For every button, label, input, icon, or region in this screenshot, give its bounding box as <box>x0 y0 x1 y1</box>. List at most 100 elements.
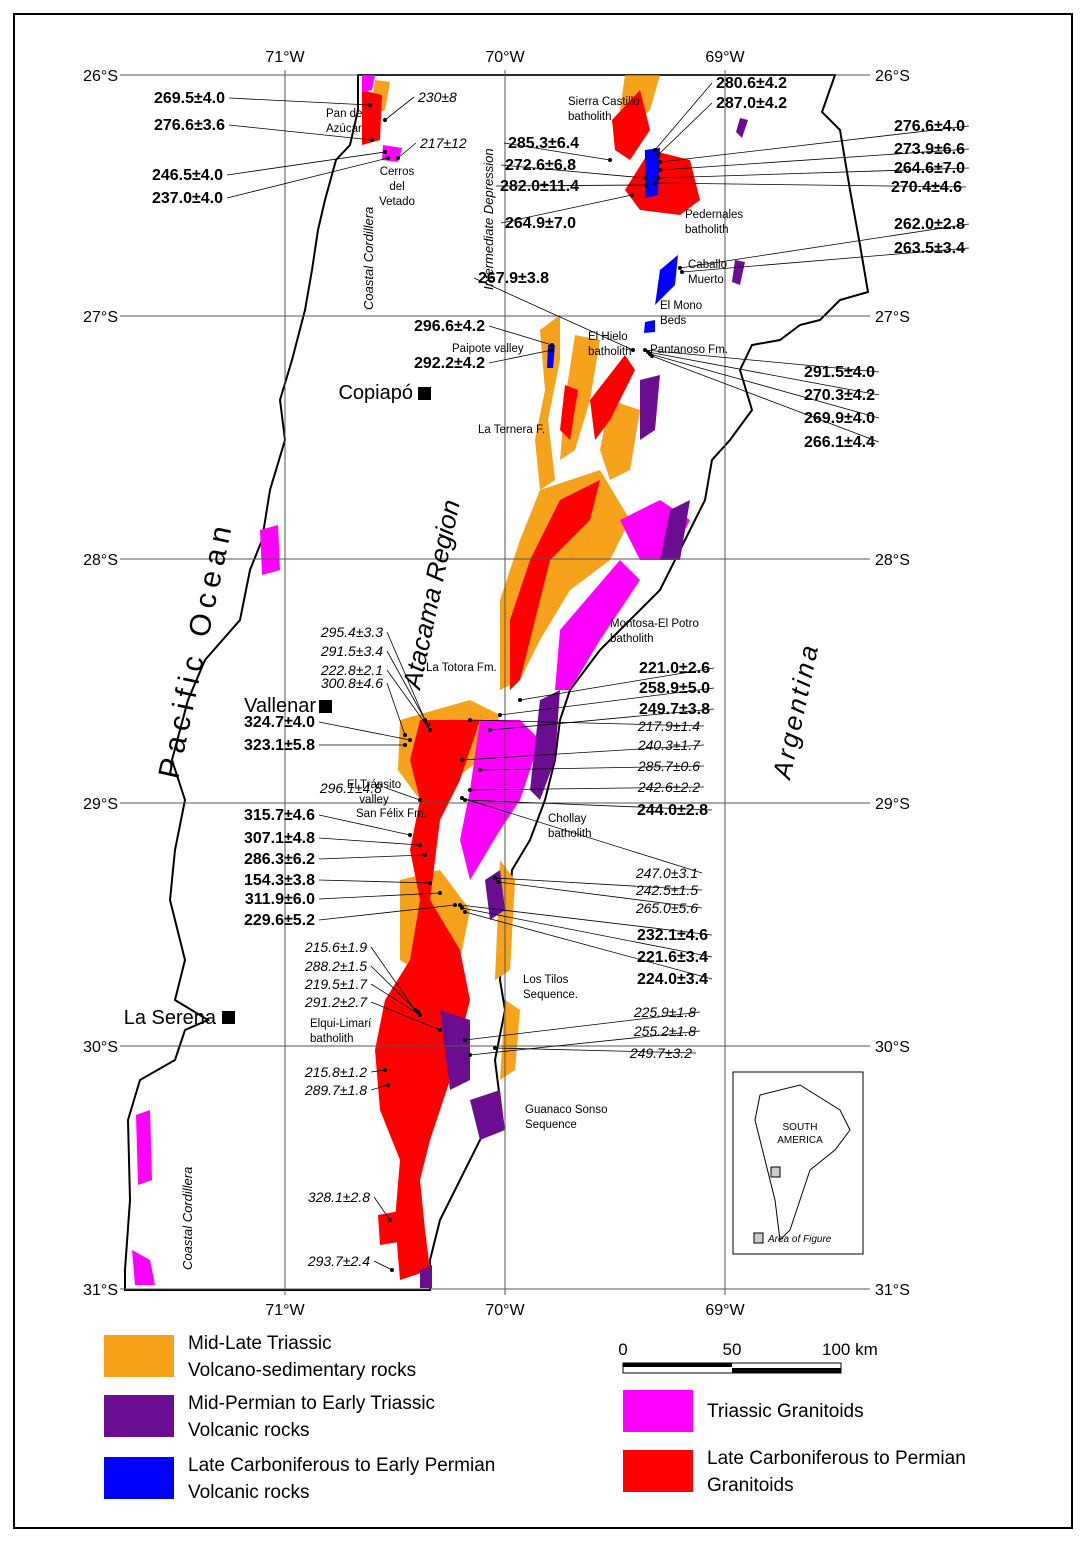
sample-point <box>644 183 648 187</box>
sample-point <box>468 718 472 722</box>
sample-point <box>453 903 457 907</box>
legend-label: Volcano-sedimentary rocks <box>188 1360 416 1381</box>
leader-line <box>503 142 611 161</box>
latitude-label: 29°S <box>875 796 910 813</box>
age-label: 229.6±5.2 <box>244 912 315 929</box>
legend-label: Mid-Late Triassic <box>188 1333 332 1354</box>
legend-swatch <box>104 1457 174 1499</box>
age-label: 276.6±3.6 <box>154 117 225 134</box>
feature-label: Pan de <box>326 108 362 120</box>
sample-point <box>408 833 412 837</box>
leader-line <box>659 125 970 163</box>
continent-outline <box>754 1084 851 1242</box>
age-label: 311.9±6.0 <box>245 891 315 908</box>
leader-line <box>386 631 426 721</box>
age-label: 272.6±6.8 <box>505 157 576 174</box>
sample-point <box>658 160 662 164</box>
leader-line <box>681 247 970 273</box>
feature-label: Guanaco Sonso <box>525 1104 607 1116</box>
leader-line <box>373 1196 391 1221</box>
legend-swatch <box>623 1390 693 1432</box>
age-label: 323.1±5.8 <box>244 737 315 754</box>
age-label: 242.6±2.2 <box>637 779 700 795</box>
town-label: Copiapó <box>338 382 413 404</box>
age-label: 328.1±2.8 <box>308 1189 370 1205</box>
feature-label: batholith <box>685 224 728 236</box>
age-label: 240.3±1.7 <box>637 737 701 753</box>
sample-point <box>418 843 422 847</box>
sample-point <box>460 796 464 800</box>
scale-bar: 0 50 100 km <box>618 1340 878 1374</box>
leader-line <box>488 349 553 364</box>
leader-line <box>228 97 371 106</box>
legend-label: Triassic Granitoids <box>707 1401 864 1422</box>
latitude-label: 30°S <box>83 1039 118 1056</box>
age-label: 244.0±2.8 <box>637 802 708 819</box>
leader-line <box>495 184 647 187</box>
feature-label: Sequence. <box>523 989 578 1001</box>
age-label: 221.6±3.4 <box>637 949 708 966</box>
age-label: 225.9±1.8 <box>633 1004 696 1020</box>
feature-label: Pedernales <box>685 209 743 221</box>
age-label: 270.3±4.2 <box>804 387 875 404</box>
sample-point <box>403 733 407 737</box>
legend-swatch <box>753 1232 764 1244</box>
age-label: 291.5±4.0 <box>804 364 875 381</box>
labels: Copiapó Vallenar La Serena Pan de Azúcar Cerr… <box>124 75 970 1272</box>
region-label: Coastal Cordillera <box>180 1167 195 1270</box>
age-label: 264.9±7.0 <box>505 215 576 232</box>
sample-point <box>498 713 502 717</box>
leader-line <box>464 1011 701 1041</box>
latitude-label: 29°S <box>83 796 118 813</box>
age-label: 270.4±4.6 <box>891 179 962 196</box>
feature-label: El Hielo <box>588 331 628 343</box>
leader-line <box>654 182 967 188</box>
sample-point <box>493 876 497 880</box>
sample-point <box>488 728 492 732</box>
feature-label: Sequence <box>525 1119 577 1131</box>
leader-line <box>654 82 713 151</box>
feature-label: Elqui-Limarí <box>310 1018 372 1030</box>
leader-line <box>226 157 389 199</box>
age-label: 286.3±6.2 <box>244 851 315 868</box>
legend-swatch <box>623 1450 693 1492</box>
town-label: La Serena <box>124 1007 217 1029</box>
scale-label: 0 <box>618 1340 627 1359</box>
leader-line <box>318 904 456 921</box>
age-label: 307.1±4.8 <box>244 830 315 847</box>
age-label: 246.5±4.0 <box>152 167 223 184</box>
sample-point <box>653 181 657 185</box>
sample-point <box>383 150 387 154</box>
sample-point <box>390 1268 394 1272</box>
age-label: 242.5±1.5 <box>635 882 698 898</box>
sample-point <box>680 270 684 274</box>
leader-line <box>370 1084 389 1091</box>
leader-line <box>488 325 553 346</box>
sample-point <box>643 348 647 352</box>
legend-label: Volcanic rocks <box>188 1420 309 1441</box>
latitude-label: 28°S <box>875 552 910 569</box>
age-label: 230±8 <box>417 89 457 105</box>
age-label: 324.7±4.0 <box>244 714 315 731</box>
inset-label: SOUTH <box>783 1122 818 1133</box>
leader-line <box>644 349 880 373</box>
age-label: 285.7±0.6 <box>637 758 700 774</box>
sample-point <box>468 788 472 792</box>
legend-swatch <box>104 1395 174 1437</box>
town-marker <box>222 1011 235 1024</box>
age-label: 154.3±3.8 <box>244 872 315 889</box>
leader-line <box>385 787 421 801</box>
age-label: 249.7±3.2 <box>629 1045 692 1061</box>
age-label: 285.3±6.4 <box>508 135 579 152</box>
age-label: 217±12 <box>419 135 467 151</box>
inset-caption: Area of Figure <box>767 1234 832 1245</box>
feature-label: Los Tilos <box>523 974 569 986</box>
sample-point <box>518 698 522 702</box>
leader-line <box>679 223 970 269</box>
age-label: 222.8±2.1 <box>320 662 383 678</box>
sample-point <box>678 266 682 270</box>
leader-line <box>370 1001 441 1031</box>
longitude-label: 70°W <box>485 1302 525 1319</box>
leader-line <box>318 837 421 846</box>
